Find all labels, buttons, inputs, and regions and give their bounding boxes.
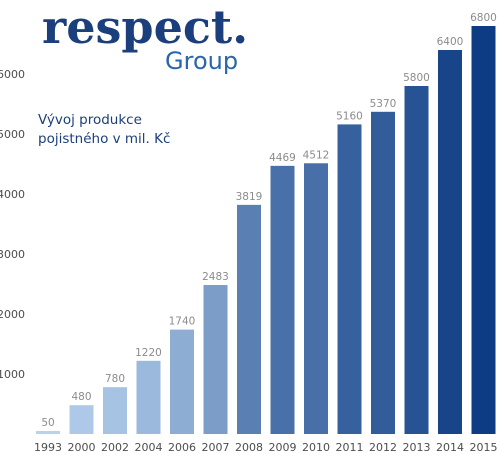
x-tick-label: 2011 [336,441,364,453]
data-label: 5800 [403,72,430,84]
x-tick-label: 2014 [436,441,464,453]
data-label: 6400 [437,36,464,48]
x-tick-label: 2004 [135,441,163,453]
bar [304,163,328,434]
y-axis: 1000 2000 3000 4000 5000 6000 [0,68,25,381]
data-label: 4512 [303,149,330,161]
x-tick-label: 2007 [202,441,230,453]
bar [471,26,496,434]
x-tick-label: 1993 [34,441,62,453]
bar [438,50,462,434]
x-tick-label: 2000 [68,441,96,453]
x-tick-label: 2006 [168,441,196,453]
bar-series [36,26,496,435]
x-axis: 1993 2000 2002 2004 2006 2007 2008 2009 2010 2011… [34,441,498,453]
y-tick-label: 2000 [0,308,25,321]
x-tick-label: 2012 [369,441,397,453]
data-label: 480 [71,391,91,403]
y-tick-label: 4000 [0,188,25,201]
y-tick-label: 6000 [0,68,25,81]
data-label: 5160 [336,110,363,122]
data-label: 6800 [470,12,497,24]
bar [371,111,395,435]
bar [69,405,94,434]
y-tick-label: 3000 [0,248,25,261]
bar [170,329,194,434]
x-tick-label: 2009 [269,441,297,453]
data-label: 4469 [269,152,296,164]
data-label: 1740 [169,316,196,328]
bar [270,165,295,435]
bar [203,285,228,434]
brand-group-text: Group [165,47,238,75]
x-tick-label: 2010 [302,441,330,453]
data-label: 3819 [236,191,263,203]
y-tick-label: 5000 [0,128,25,141]
data-label: 5370 [370,98,397,110]
caption-line-2: pojistného v mil. Kč [38,131,170,147]
x-tick-label: 2013 [403,441,431,453]
x-tick-label: 2002 [101,441,129,453]
data-label: 50 [41,417,54,429]
bar [36,431,60,434]
x-tick-label: 2008 [235,441,263,453]
bar [136,360,161,434]
bar [237,204,261,434]
bar [337,124,362,435]
value-labels: 50 480 780 1220 1740 2483 3819 4469 4512 5160 5370… [41,12,497,429]
data-label: 780 [105,373,125,385]
brand-logo-text: respect. [42,0,248,54]
bar [404,86,429,434]
data-label: 1220 [135,347,162,359]
bar [103,387,127,434]
x-tick-label: 2015 [470,441,498,453]
y-tick-label: 1000 [0,368,25,381]
data-label: 2483 [202,271,229,283]
caption-line-1: Vývoj produkce [38,112,142,128]
